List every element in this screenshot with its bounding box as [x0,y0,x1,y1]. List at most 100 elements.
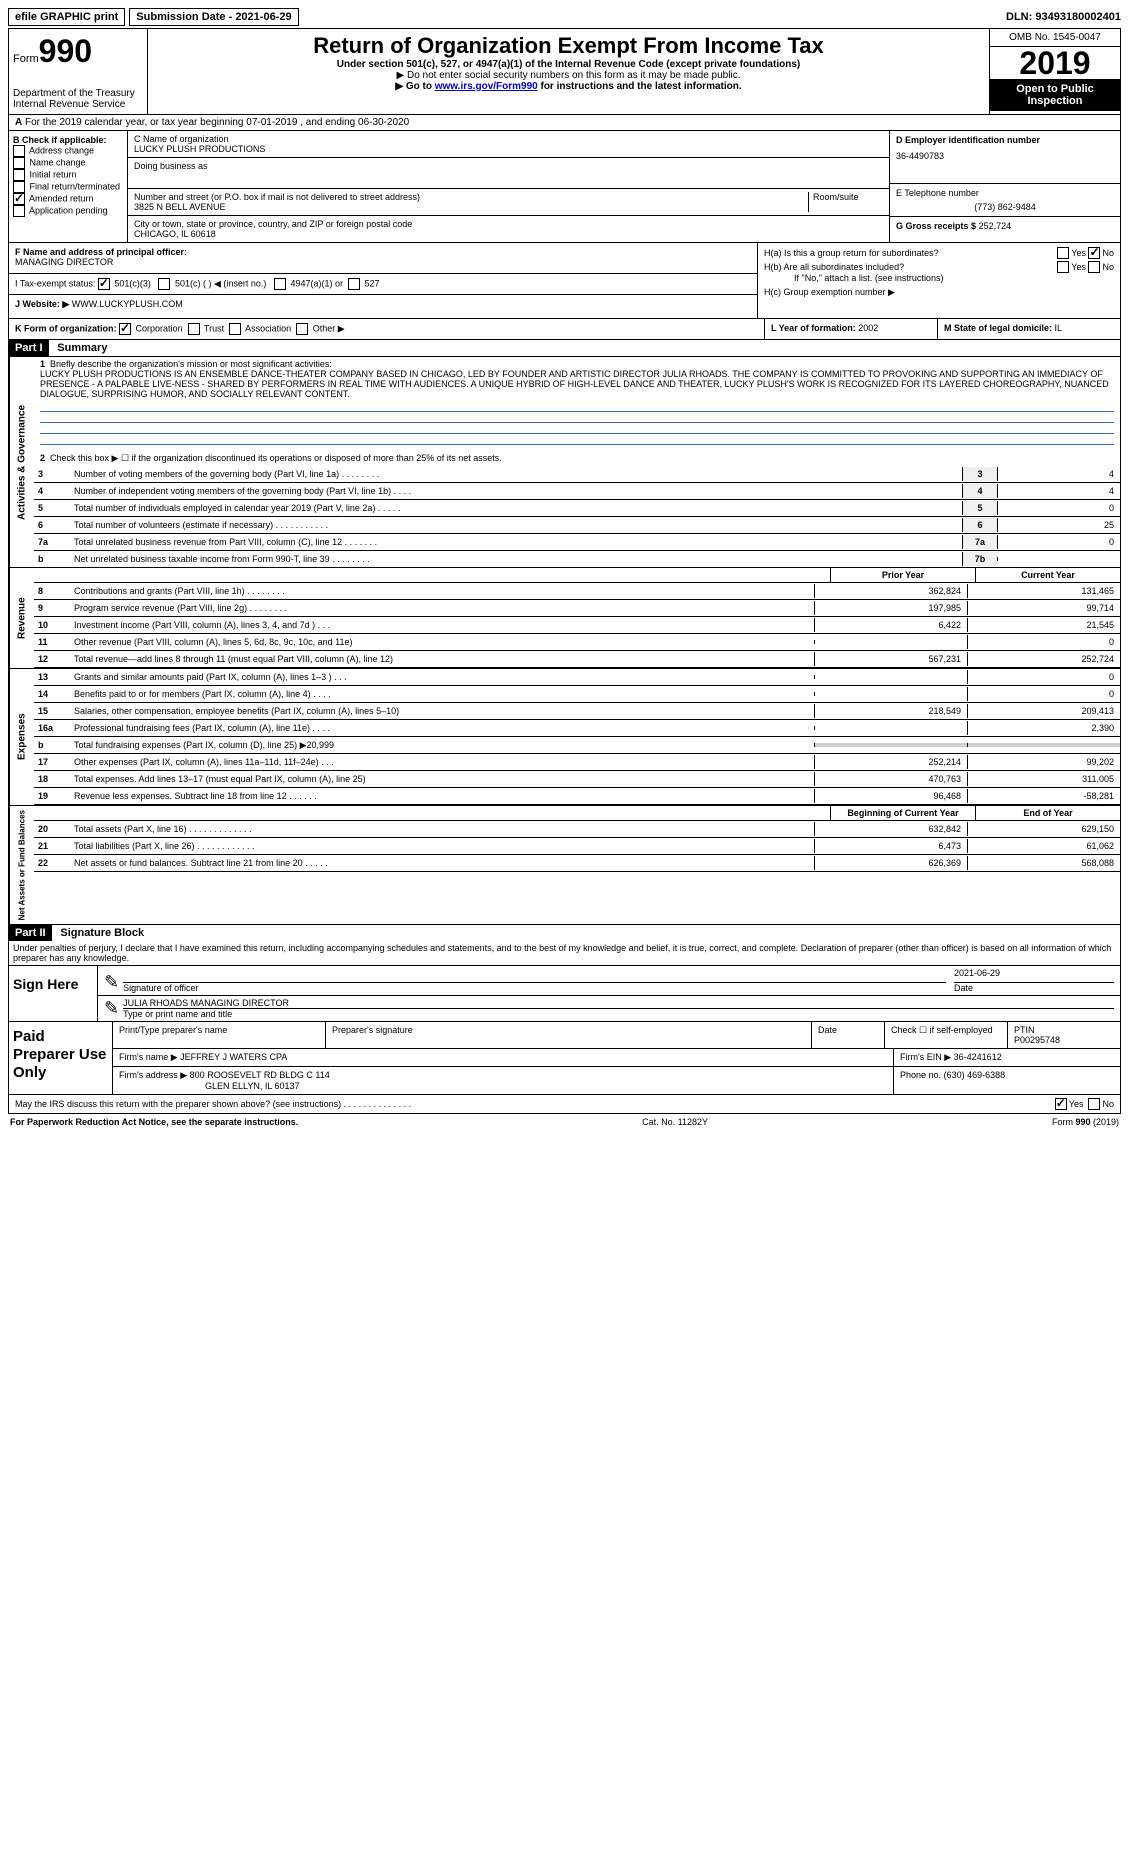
section-c: C Name of organization LUCKY PLUSH PRODU… [128,131,890,242]
4947-checkbox[interactable] [274,278,286,290]
assoc-checkbox[interactable] [229,323,241,335]
summary-line: 6Total number of volunteers (estimate if… [34,517,1120,534]
hb-no-checkbox[interactable] [1088,261,1100,273]
summary-line: bNet unrelated business taxable income f… [34,551,1120,567]
info-grid: B Check if applicable: Address change Na… [9,131,1120,243]
line-num: 21 [34,839,70,853]
other-checkbox[interactable] [296,323,308,335]
attach-list-note: If "No," attach a list. (see instruction… [764,273,1114,283]
prior-value: 6,473 [814,839,967,853]
ein-value: 36-4490783 [896,151,1114,161]
form-subtitle: Under section 501(c), 527, or 4947(a)(1)… [154,59,983,70]
ha-no-checkbox[interactable] [1088,247,1100,259]
firm-name-label: Firm's name ▶ [119,1052,178,1062]
form-title: Return of Organization Exempt From Incom… [154,33,983,59]
line-text: Total liabilities (Part X, line 26) . . … [70,839,814,853]
form-ref: Form 990 (2019) [1052,1117,1119,1127]
line-text: Total revenue—add lines 8 through 11 (mu… [70,652,814,666]
hb-no-label: No [1102,262,1114,272]
line-num: 9 [34,601,70,615]
line-value: 0 [997,501,1120,515]
form-org-label: K Form of organization: [15,323,117,333]
mission-label: Briefly describe the organization's miss… [50,359,332,369]
line-text: Total expenses. Add lines 13–17 (must eq… [70,772,814,786]
line-text: Total number of volunteers (estimate if … [70,518,962,532]
sig-date-value: 2021-06-29 [954,968,1114,983]
street-value: 3825 N BELL AVENUE [134,202,804,212]
current-value: 61,062 [967,839,1120,853]
begin-year-header: Beginning of Current Year [830,806,975,820]
street-label: Number and street (or P.O. box if mail i… [134,192,804,202]
penalty-text: Under penalties of perjury, I declare th… [9,941,1120,966]
firm-ein-label: Firm's EIN ▶ [900,1052,951,1062]
efile-button[interactable]: efile GRAPHIC print [8,8,125,26]
prior-value: 252,214 [814,755,967,769]
section-f-i-j: F Name and address of principal officer:… [9,243,758,318]
city-label: City or town, state or province, country… [134,219,883,229]
section-a: A For the 2019 calendar year, or tax yea… [9,115,1120,131]
corp-checkbox[interactable] [119,323,131,335]
line-num: 22 [34,856,70,870]
assoc-label: Association [245,323,291,333]
b-check-1[interactable] [13,157,25,169]
discuss-yes-checkbox[interactable] [1055,1098,1067,1110]
501c-label: 501(c) ( ) ◀ (insert no.) [175,278,266,288]
line-text: Number of voting members of the governin… [70,467,962,481]
b-check-4[interactable] [13,193,25,205]
line-num: b [34,552,70,566]
prior-value [814,640,967,644]
prior-value: 6,422 [814,618,967,632]
b-check-5[interactable] [13,205,25,217]
501c-checkbox[interactable] [158,278,170,290]
trust-checkbox[interactable] [188,323,200,335]
website-label: J Website: ▶ [15,299,69,309]
current-value: 209,413 [967,704,1120,718]
summary-line: 3Number of voting members of the governi… [34,466,1120,483]
line-text: Benefits paid to or for members (Part IX… [70,687,814,701]
dept-treasury: Department of the Treasury [13,88,143,99]
527-checkbox[interactable] [348,278,360,290]
irs-link[interactable]: www.irs.gov/Form990 [435,81,538,92]
self-employed-check: Check ☐ if self-employed [885,1022,1008,1048]
prior-value: 218,549 [814,704,967,718]
data-line: 12Total revenue—add lines 8 through 11 (… [34,651,1120,668]
dln-number: DLN: 93493180002401 [1006,11,1121,23]
line-num: b [34,738,70,752]
line-text: Other revenue (Part VIII, column (A), li… [70,635,814,649]
corp-label: Corporation [136,323,183,333]
submission-date-button[interactable]: Submission Date - 2021-06-29 [129,8,298,26]
prior-value [814,675,967,679]
501c3-checkbox[interactable] [98,278,110,290]
dba-label: Doing business as [134,161,883,171]
firm-addr2: GLEN ELLYN, IL 60137 [205,1081,300,1091]
prep-sig-label: Preparer's signature [326,1022,812,1048]
line-text: Professional fundraising fees (Part IX, … [70,721,814,735]
line-value [997,557,1120,561]
room-label: Room/suite [809,192,883,212]
b-check-0[interactable] [13,145,25,157]
line-box: 4 [962,484,997,498]
hb-yes-checkbox[interactable] [1057,261,1069,273]
part1-badge: Part I [9,340,49,356]
data-line: bTotal fundraising expenses (Part IX, co… [34,737,1120,754]
header-left: Form990 Department of the Treasury Inter… [9,29,148,114]
discuss-no-checkbox[interactable] [1088,1098,1100,1110]
4947-label: 4947(a)(1) or [290,278,343,288]
current-value: 311,005 [967,772,1120,786]
gross-receipts-value: 252,724 [979,221,1012,231]
current-value: 21,545 [967,618,1120,632]
line-value: 25 [997,518,1120,532]
current-value [967,743,1120,747]
officer-name-value: JULIA RHOADS MANAGING DIRECTOR [123,998,1114,1009]
501c3-label: 501(c)(3) [114,278,151,288]
officer-value: MANAGING DIRECTOR [15,257,751,267]
ha-yes-checkbox[interactable] [1057,247,1069,259]
paid-preparer-label: Paid Preparer Use Only [9,1022,113,1094]
b-check-2[interactable] [13,169,25,181]
data-line: 21Total liabilities (Part X, line 26) . … [34,838,1120,855]
row-k-l-m: K Form of organization: Corporation Trus… [9,319,1120,340]
data-line: 13Grants and similar amounts paid (Part … [34,669,1120,686]
line-num: 14 [34,687,70,701]
vert-netassets: Net Assets or Fund Balances [9,806,34,924]
prep-phone-value: (630) 469-6388 [944,1070,1006,1080]
